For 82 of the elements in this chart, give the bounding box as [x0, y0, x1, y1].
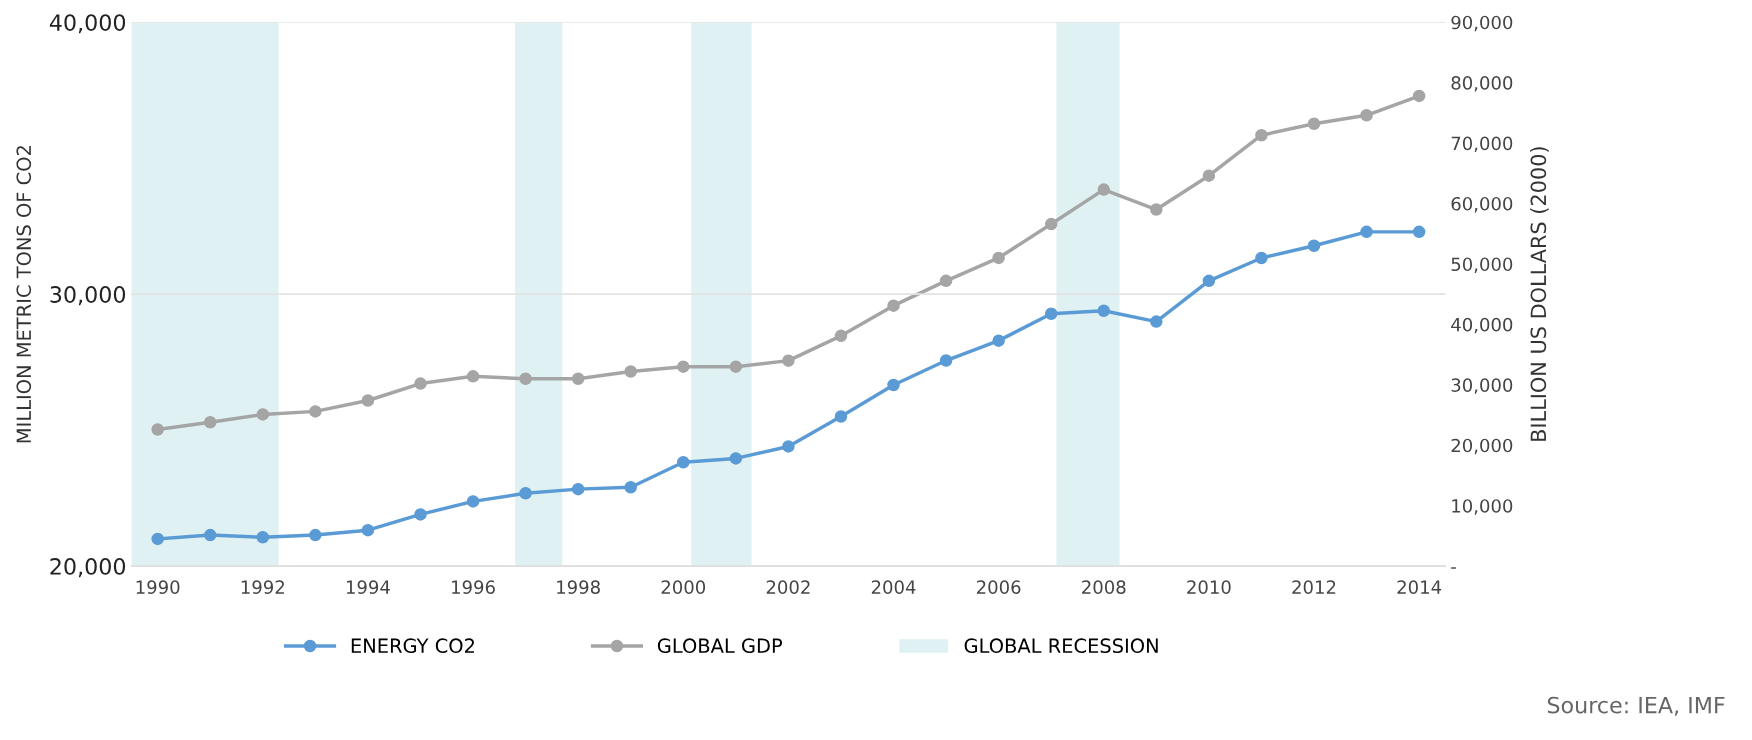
y2-tick-label: 90,000: [1451, 15, 1513, 32]
point: [1307, 117, 1321, 130]
y-tick-label: 30,000: [50, 286, 126, 306]
point: [729, 360, 743, 373]
y-axis-title: MILLION METRIC TONS OF CO2: [16, 146, 32, 443]
point: [1097, 304, 1111, 317]
point: [834, 410, 848, 423]
legend-label: GLOBAL RECESSION: [964, 638, 1158, 654]
x-tick-label: 1998: [557, 580, 600, 594]
point: [414, 508, 427, 521]
y2-tick-label: 40,000: [1451, 317, 1513, 334]
point: [519, 486, 532, 500]
point: [887, 378, 900, 392]
point: [151, 532, 164, 546]
y2-tick-label: 20,000: [1451, 438, 1513, 455]
y-tick-label: 40,000: [49, 14, 126, 34]
point: [519, 372, 532, 386]
point: [309, 405, 322, 418]
y2-tick-label: 70,000: [1451, 136, 1513, 153]
point: [1150, 203, 1163, 216]
point: [361, 523, 375, 537]
x-tick-label: 1994: [346, 580, 390, 594]
point: [1202, 274, 1216, 288]
point: [729, 452, 743, 465]
point: [256, 408, 270, 421]
point: [1412, 225, 1426, 239]
point: [992, 251, 1005, 265]
y2-tick-label: -: [1451, 567, 1456, 569]
point: [834, 329, 848, 343]
point: [1097, 183, 1111, 196]
point: [571, 482, 585, 496]
point: [256, 531, 270, 544]
point: [151, 423, 164, 436]
point: [677, 455, 690, 469]
point: [992, 334, 1005, 347]
y2-tick-label: 80,000: [1451, 76, 1513, 92]
y2-tick-label: 30,000: [1451, 378, 1513, 394]
point: [1202, 169, 1216, 182]
point: [466, 370, 480, 383]
x-tick-label: 2014: [1397, 580, 1442, 594]
point: [203, 416, 217, 429]
point: [1255, 128, 1268, 142]
point: [1255, 251, 1268, 265]
x-tick-label: 2004: [871, 580, 916, 594]
y2-tick-label: 10,000: [1452, 499, 1513, 515]
point: [203, 528, 217, 542]
x-tick-label: 2012: [1292, 580, 1336, 594]
point: [1150, 315, 1163, 328]
point: [466, 495, 480, 508]
point: [309, 528, 322, 542]
x-tick-label: 2006: [976, 580, 1021, 594]
point: [1360, 109, 1373, 122]
point: [624, 480, 637, 494]
y2-axis-title: BILLION US DOLLARS (2000): [1530, 147, 1549, 441]
point: [1044, 217, 1058, 231]
x-tick-label: 1990: [136, 580, 180, 594]
y2-tick-label: 60,000: [1451, 196, 1513, 213]
point: [1360, 225, 1373, 239]
point: [1044, 307, 1058, 320]
y2-tick-label: 50,000: [1451, 257, 1513, 273]
x-tick-label: 2002: [766, 580, 810, 594]
x-tick-label: 2000: [661, 580, 706, 594]
x-tick-label: 1996: [452, 580, 495, 594]
point: [414, 377, 427, 390]
point: [361, 394, 375, 407]
point: [782, 354, 795, 367]
y-tick-label: 20,000: [50, 558, 126, 578]
point: [1307, 239, 1321, 252]
point: [887, 299, 900, 312]
point: [677, 360, 690, 373]
x-tick-label: 1992: [241, 580, 284, 594]
point: [939, 274, 953, 288]
point: [782, 440, 795, 453]
x-tick-label: 2008: [1082, 580, 1126, 594]
point: [571, 372, 585, 386]
legend-label: GLOBAL GDP: [657, 638, 783, 654]
source-note: Source: IEA, IMF: [1547, 696, 1725, 716]
x-tick-label: 2010: [1187, 580, 1231, 594]
point: [939, 354, 953, 367]
point: [624, 365, 637, 378]
point: [1412, 89, 1426, 103]
legend-label: ENERGY CO2: [351, 638, 475, 654]
